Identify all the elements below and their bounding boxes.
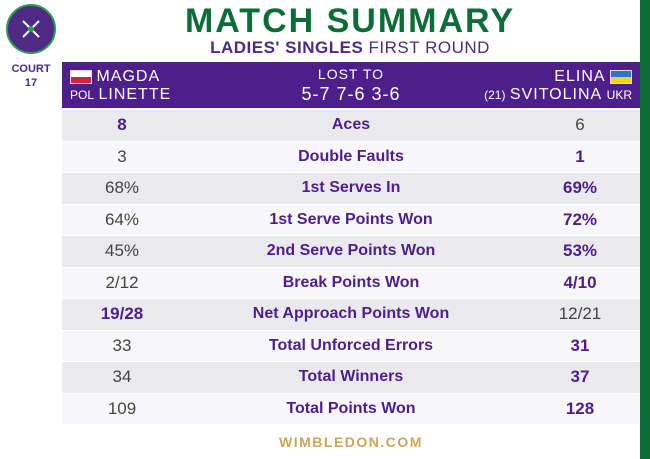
right-player-row1: ELINA (554, 68, 632, 86)
left-player-row1: MAGDA (70, 68, 160, 86)
stat-row: 45% 2nd Serve Points Won 53% (62, 236, 640, 268)
stat-left-value: 109 (107, 398, 137, 418)
court-number: 17 (24, 77, 38, 89)
stat-label: Double Faults (298, 147, 404, 165)
ukr-flag-icon (610, 69, 632, 84)
stat-row: 109 Total Points Won 128 (62, 393, 640, 425)
result-label: LOST TO (317, 66, 385, 82)
stat-row: 2/12 Break Points Won 4/10 (62, 267, 640, 299)
stat-label: 2nd Serve Points Won (266, 242, 436, 260)
pol-flag-icon (70, 69, 92, 84)
left-player-last-name: LINETTE (98, 86, 172, 103)
match-result: LOST TO 5-7 7-6 3-6 (62, 66, 640, 105)
right-player-last-name: SVITOLINA (509, 86, 603, 103)
stat-left-value: 64% (104, 209, 140, 229)
right-player-first-name: ELINA (554, 68, 606, 85)
stat-row: 64% 1st Serve Points Won 72% (62, 204, 640, 236)
stat-right-value: 31 (570, 335, 590, 355)
stat-right-value: 128 (565, 398, 595, 418)
stat-left-value: 68% (104, 178, 140, 198)
wimbledon-logo-icon (6, 4, 56, 54)
stat-right-value: 37 (570, 367, 590, 387)
footer-site: WIMBLEDON.COM (279, 434, 423, 450)
left-player-row2: POL LINETTE (70, 86, 171, 104)
stat-label: 1st Serves In (301, 179, 401, 197)
right-player-country: UKR (606, 88, 632, 102)
stat-label: Total Winners (298, 368, 404, 386)
round-name: FIRST ROUND (368, 38, 490, 57)
stat-left-value: 3 (117, 146, 127, 166)
stat-label: Net Approach Points Won (252, 305, 450, 323)
stat-row: 34 Total Winners 37 (62, 362, 640, 394)
stat-right-value: 4/10 (563, 272, 597, 292)
players-bar: MAGDA POL LINETTE LOST TO 5-7 7-6 3-6 EL… (62, 62, 640, 108)
court-label: COURT 17 (4, 62, 58, 90)
stat-left-value: 34 (112, 367, 132, 387)
stat-row: 33 Total Unforced Errors 31 (62, 330, 640, 362)
stat-label: Total Unforced Errors (268, 336, 434, 354)
left-player-country: POL (70, 88, 95, 102)
stat-label: 1st Serve Points Won (269, 210, 433, 228)
stat-left-value: 19/28 (100, 304, 144, 324)
stat-row: 19/28 Net Approach Points Won 12/21 (62, 299, 640, 331)
stat-right-value: 53% (562, 241, 598, 261)
stat-left-value: 45% (104, 241, 140, 261)
right-stripe (640, 0, 650, 459)
stat-label: Total Points Won (286, 399, 416, 417)
stat-left-value: 2/12 (105, 272, 139, 292)
page-subtitle: LADIES' SINGLES FIRST ROUND (0, 38, 640, 58)
stat-row: 3 Double Faults 1 (62, 141, 640, 173)
stat-left-value: 8 (117, 115, 127, 135)
event-name: LADIES' SINGLES (210, 38, 364, 57)
stat-row: 8 Aces 6 (62, 110, 640, 142)
court-text: COURT (11, 63, 51, 75)
stat-row: 68% 1st Serves In 69% (62, 173, 640, 205)
stats-table: 8 Aces 6 3 Double Faults 1 68% 1st Serves In 69%… (62, 110, 640, 425)
match-score: 5-7 7-6 3-6 (301, 84, 401, 104)
stat-right-value: 1 (575, 146, 585, 166)
right-player-row2: (21) SVITOLINA UKR (484, 86, 632, 104)
header: MATCH SUMMARY LADIES' SINGLES FIRST ROUN… (0, 0, 640, 62)
stat-right-value: 12/21 (558, 304, 602, 324)
stat-label: Aces (331, 116, 371, 134)
page-title: MATCH SUMMARY (184, 2, 516, 40)
stat-label: Break Points Won (282, 273, 420, 291)
right-player-seed: (21) (484, 88, 506, 102)
stat-left-value: 33 (112, 335, 132, 355)
left-player-first-name: MAGDA (96, 68, 161, 85)
stat-right-value: 72% (562, 209, 598, 229)
stat-right-value: 6 (575, 115, 585, 135)
stat-right-value: 69% (562, 178, 598, 198)
